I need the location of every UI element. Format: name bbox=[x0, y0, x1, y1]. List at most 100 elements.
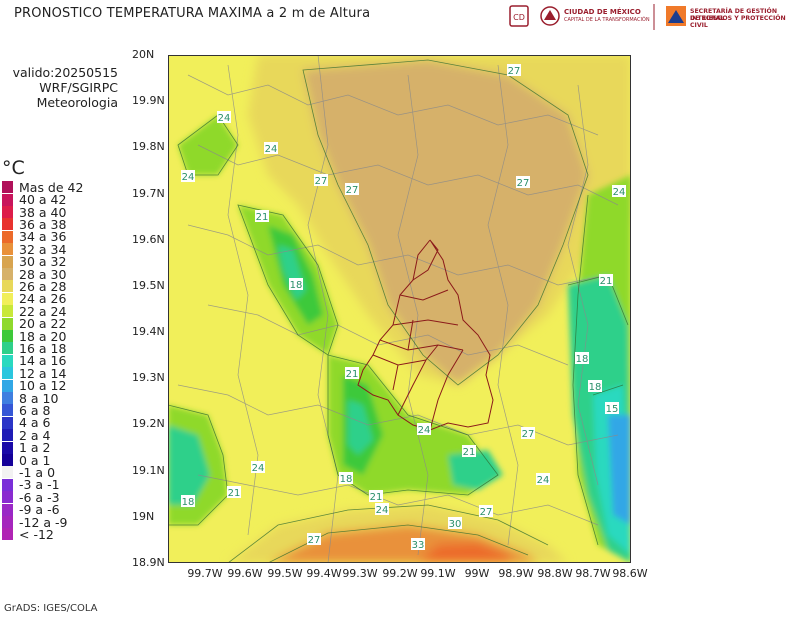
contour-label-bg bbox=[605, 402, 619, 414]
contour-label: 24 bbox=[537, 475, 550, 486]
contour-label: 24 bbox=[613, 187, 626, 198]
cdmx-seal-icon: CD bbox=[509, 4, 686, 30]
latitude-tick-label: 19.5N bbox=[132, 278, 165, 292]
legend-item: 24 a 26 bbox=[2, 291, 66, 306]
contour-label: 18 bbox=[290, 280, 303, 291]
contour-label-bg bbox=[181, 495, 195, 507]
legend-item: 30 a 32 bbox=[2, 254, 66, 269]
legend-swatch bbox=[2, 478, 13, 491]
contour-label: 21 bbox=[346, 369, 359, 380]
contour-label: 27 bbox=[315, 176, 328, 187]
contour-label: 27 bbox=[308, 535, 321, 546]
contour-label-bg bbox=[536, 473, 550, 485]
legend-item: -3 a -1 bbox=[2, 477, 60, 493]
contour-label: 15 bbox=[606, 404, 619, 415]
legend-swatch bbox=[2, 280, 13, 293]
contour-label: 24 bbox=[252, 463, 265, 474]
legend-swatch bbox=[2, 354, 13, 367]
contour-label-bg bbox=[339, 472, 353, 484]
contour-label: 24 bbox=[376, 505, 389, 516]
contour-label-bg bbox=[289, 278, 303, 290]
contour-label-bg bbox=[217, 111, 231, 123]
legend-swatch bbox=[2, 267, 13, 280]
cdmx-logo-line1: CIUDAD DE MÉXICO bbox=[564, 8, 641, 16]
legend-item: 16 a 18 bbox=[2, 341, 66, 356]
longitude-tick-label: 98.9W bbox=[498, 567, 534, 580]
legend-label: Mas de 42 bbox=[19, 179, 84, 195]
legend-item: Mas de 42 bbox=[2, 179, 84, 195]
longitude-tick-label: 99.6W bbox=[227, 567, 263, 580]
contour-label: 21 bbox=[463, 447, 476, 458]
contour-label-bg bbox=[255, 210, 269, 222]
contour-label-bg bbox=[345, 183, 359, 195]
legend-item: 34 a 36 bbox=[2, 229, 67, 245]
footer-credit: GrADS: IGES/COLA bbox=[4, 603, 98, 614]
contour-label-bg bbox=[181, 170, 195, 182]
legend-label: 14 a 16 bbox=[19, 353, 67, 369]
contour-label-bg bbox=[227, 486, 241, 498]
contour-label-bg bbox=[307, 533, 321, 545]
contour-labels: 27 24 24 24 27 27 27 24 21 18 21 18 18 15 21 24 27 24 21 21… bbox=[181, 64, 626, 551]
legend-swatch bbox=[2, 379, 13, 392]
contour-label-bg bbox=[314, 174, 328, 186]
contour-label-bg bbox=[599, 274, 613, 286]
longitude-tick-label: 99.5W bbox=[267, 567, 303, 580]
legend-swatch bbox=[2, 205, 13, 218]
legend-item: 0 a 1 bbox=[2, 452, 51, 468]
longitude-tick-label: 98.7W bbox=[575, 567, 611, 580]
contour-label: 27 bbox=[508, 66, 521, 77]
contour-label: 18 bbox=[182, 497, 195, 508]
contour-label-bg bbox=[507, 64, 521, 76]
legend-item: 12 a 14 bbox=[2, 365, 67, 381]
contour-label-bg bbox=[264, 142, 278, 154]
legend-label: 12 a 14 bbox=[19, 365, 67, 381]
contour-label-bg bbox=[448, 517, 462, 529]
cool-zone-south-core bbox=[348, 400, 373, 455]
legend-swatch bbox=[2, 515, 13, 528]
cool-zone-sw-inner bbox=[168, 425, 210, 505]
legend-item: 28 a 30 bbox=[2, 267, 66, 282]
legend-swatch bbox=[2, 367, 13, 380]
department: Meteorologia bbox=[36, 95, 118, 110]
legend-swatch bbox=[2, 230, 13, 243]
field-28-30 bbox=[303, 60, 588, 385]
legend-swatch bbox=[2, 453, 13, 466]
legend-swatch bbox=[2, 391, 13, 404]
latitude-tick-label: 19.4N bbox=[132, 325, 165, 339]
legend-item: -1 a 0 bbox=[2, 465, 55, 480]
contour-label-bg bbox=[479, 505, 493, 517]
contour-label: 21 bbox=[228, 488, 241, 499]
legend-item: 10 a 12 bbox=[2, 378, 67, 394]
legend-swatch bbox=[2, 193, 13, 206]
legend-label: 18 a 20 bbox=[19, 328, 67, 344]
legend-label: 34 a 36 bbox=[19, 229, 67, 245]
legend-item: 26 a 28 bbox=[2, 279, 66, 294]
model-name: WRF/SGIRPC bbox=[39, 80, 118, 95]
contour-label: 24 bbox=[265, 144, 278, 155]
legend-item: 18 a 20 bbox=[2, 328, 67, 344]
legend-swatch bbox=[2, 416, 13, 429]
cdmx-logo-line2: CAPITAL DE LA TRANSFORMACIÓN bbox=[564, 17, 650, 23]
legend-label: -6 a -3 bbox=[19, 489, 60, 505]
legend-item: 32 a 34 bbox=[2, 242, 66, 257]
contour-label-bg bbox=[588, 380, 602, 392]
longitude-tick-label: 98.8W bbox=[537, 567, 573, 580]
legend-swatch bbox=[2, 429, 13, 442]
latitude-tick-label: 19.9N bbox=[132, 94, 165, 108]
contour-label: 27 bbox=[346, 185, 359, 196]
latitude-tick-label: 19N bbox=[132, 509, 155, 523]
cdmx-boundaries bbox=[357, 239, 494, 431]
sgirpc-logo-line1: SECRETARÍA DE GESTIÓN INTEGRAL bbox=[690, 8, 777, 22]
legend-swatch bbox=[2, 255, 13, 268]
legend-label: 10 a 12 bbox=[19, 378, 67, 394]
legend-label: -3 a -1 bbox=[19, 477, 60, 493]
latitude-tick-label: 19.8N bbox=[132, 140, 165, 154]
legend-label: 1 a 2 bbox=[19, 440, 51, 456]
contour-label: 18 bbox=[340, 474, 353, 485]
contour-label: 27 bbox=[480, 507, 493, 518]
temperature-map: 27 24 24 24 27 27 27 24 21 18 21 18 18 15 21 24 27 24 21 21… bbox=[168, 55, 631, 563]
legend-label: 6 a 8 bbox=[19, 402, 51, 418]
contour-label-bg bbox=[417, 423, 431, 435]
legend-item: -6 a -3 bbox=[2, 489, 60, 505]
legend-label: 0 a 1 bbox=[19, 452, 51, 468]
